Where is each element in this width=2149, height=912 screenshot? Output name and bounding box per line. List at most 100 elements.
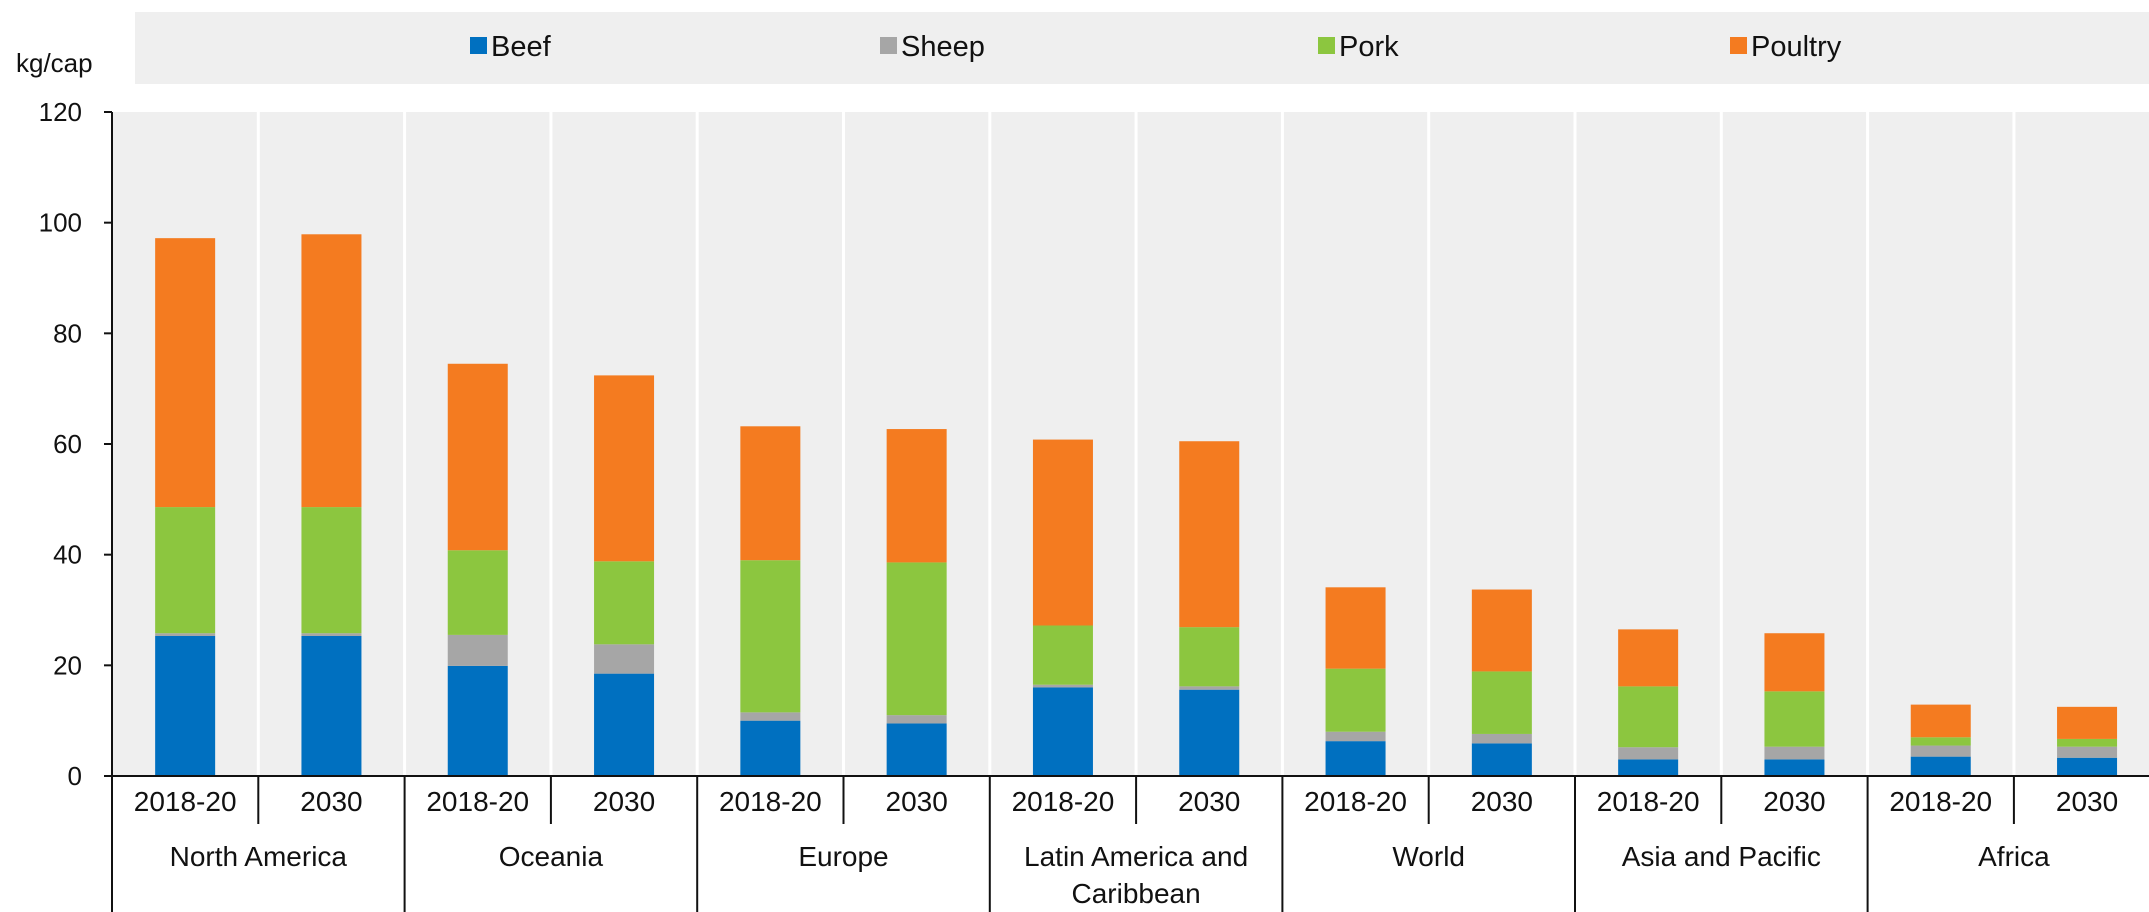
x-category-label: 2018-20 <box>1304 786 1407 817</box>
legend-label-sheep: Sheep <box>901 31 985 63</box>
y-tick-label: 80 <box>53 318 82 348</box>
x-group-label: Latin America and Caribbean <box>1024 841 1248 909</box>
x-category-label: 2030 <box>300 786 362 817</box>
bar-pork-north-america-2030 <box>301 507 362 634</box>
bar-sheep-europe-2018-20 <box>740 712 801 721</box>
bar-poultry-oceania-2030 <box>594 375 655 562</box>
bar-poultry-asia-and-pacific-2030 <box>1764 633 1825 692</box>
x-category-label: 2018-20 <box>134 786 237 817</box>
bar-pork-africa-2030 <box>2057 738 2118 747</box>
x-category-label: 2030 <box>2056 786 2118 817</box>
x-group-label: Oceania <box>499 841 604 872</box>
bar-poultry-oceania-2018-20 <box>447 363 508 551</box>
bar-poultry-europe-2030 <box>886 429 947 563</box>
legend-swatch-pork <box>1318 37 1335 54</box>
axes <box>111 112 2149 912</box>
y-tick-label: 40 <box>53 540 82 570</box>
bar-beef-latin-america-and-caribbean-2018-20 <box>1032 687 1093 776</box>
bar-sheep-africa-2018-20 <box>1910 745 1971 757</box>
bar-beef-asia-and-pacific-2030 <box>1764 759 1825 776</box>
x-category-label: 2030 <box>1763 786 1825 817</box>
x-group-label: World <box>1392 841 1465 872</box>
x-category-label: 2030 <box>1471 786 1533 817</box>
bar-beef-africa-2030 <box>2057 757 2118 776</box>
bar-sheep-latin-america-and-caribbean-2018-20 <box>1032 684 1093 688</box>
bar-beef-world-2018-20 <box>1325 741 1386 776</box>
y-ticks: 0 20 40 60 80 100 120 <box>39 97 112 791</box>
bar-pork-europe-2030 <box>886 562 947 716</box>
bar-beef-europe-2030 <box>886 723 947 776</box>
x-category-label: 2018-20 <box>1012 786 1115 817</box>
legend-label-beef: Beef <box>491 31 552 63</box>
bar-pork-world-2018-20 <box>1325 668 1386 732</box>
x-category-label: 2030 <box>886 786 948 817</box>
bar-beef-world-2030 <box>1471 743 1532 776</box>
group-separators <box>256 112 2016 912</box>
bar-sheep-north-america-2030 <box>301 633 362 637</box>
bar-pork-europe-2018-20 <box>740 560 801 713</box>
bar-beef-asia-and-pacific-2018-20 <box>1618 759 1679 776</box>
bar-sheep-oceania-2030 <box>594 644 655 674</box>
bar-sheep-world-2018-20 <box>1325 731 1386 742</box>
x-category-label: 2030 <box>1178 786 1240 817</box>
bar-beef-latin-america-and-caribbean-2030 <box>1179 689 1240 776</box>
bar-pork-asia-and-pacific-2030 <box>1764 691 1825 747</box>
bar-sheep-world-2030 <box>1471 733 1532 744</box>
bar-pork-north-america-2018-20 <box>155 507 216 634</box>
bar-beef-oceania-2018-20 <box>447 665 508 776</box>
bar-beef-north-america-2030 <box>301 636 362 776</box>
y-tick-label: 0 <box>68 761 82 791</box>
bar-beef-north-america-2018-20 <box>155 636 216 776</box>
bar-beef-africa-2018-20 <box>1910 756 1971 776</box>
bar-pork-latin-america-and-caribbean-2018-20 <box>1032 625 1093 685</box>
bar-poultry-africa-2018-20 <box>1910 704 1971 738</box>
legend-swatch-sheep <box>880 37 897 54</box>
x-category-label: 2030 <box>593 786 655 817</box>
legend-swatch-beef <box>470 37 487 54</box>
legend-background <box>135 12 2149 84</box>
bar-poultry-north-america-2018-20 <box>155 238 216 508</box>
bar-sheep-africa-2030 <box>2057 746 2118 758</box>
x-category-label: 2018-20 <box>1597 786 1700 817</box>
y-tick-label: 100 <box>39 208 82 238</box>
bar-sheep-asia-and-pacific-2030 <box>1764 746 1825 760</box>
bar-sheep-europe-2030 <box>886 715 947 724</box>
x-labels: 2018-20 2030 2018-20 2030 2018-20 2030 2018-20… <box>134 786 2118 909</box>
x-group-label: Europe <box>798 841 888 872</box>
bar-poultry-asia-and-pacific-2018-20 <box>1618 629 1679 687</box>
bar-poultry-north-america-2030 <box>301 234 362 508</box>
bar-pork-world-2030 <box>1471 671 1532 734</box>
bars <box>155 234 2118 776</box>
bar-beef-europe-2018-20 <box>740 720 801 776</box>
x-category-label: 2018-20 <box>426 786 529 817</box>
legend-label-pork: Pork <box>1339 31 1399 63</box>
bar-poultry-africa-2030 <box>2057 706 2118 739</box>
bar-poultry-latin-america-and-caribbean-2030 <box>1179 441 1240 628</box>
x-group-label: Asia and Pacific <box>1622 841 1821 872</box>
bar-sheep-asia-and-pacific-2018-20 <box>1618 747 1679 760</box>
bar-poultry-latin-america-and-caribbean-2018-20 <box>1032 439 1093 626</box>
x-group-label: Africa <box>1978 841 2050 872</box>
bar-beef-oceania-2030 <box>594 673 655 776</box>
y-tick-label: 20 <box>53 650 82 680</box>
bar-pork-oceania-2030 <box>594 561 655 645</box>
bar-poultry-europe-2018-20 <box>740 426 801 561</box>
y-tick-label: 120 <box>39 97 82 127</box>
plot-area <box>112 112 2149 776</box>
bar-pork-oceania-2018-20 <box>447 550 508 635</box>
y-tick-label: 60 <box>53 429 82 459</box>
legend: Beef Sheep Pork Poultry <box>470 31 1842 63</box>
bar-sheep-oceania-2018-20 <box>447 634 508 666</box>
x-group-label: North America <box>170 841 348 872</box>
bar-sheep-north-america-2018-20 <box>155 633 216 637</box>
bar-poultry-world-2030 <box>1471 589 1532 672</box>
y-axis-unit-label: kg/cap <box>16 48 93 78</box>
bar-pork-latin-america-and-caribbean-2030 <box>1179 627 1240 687</box>
bar-pork-africa-2018-20 <box>1910 737 1971 746</box>
legend-swatch-poultry <box>1730 37 1747 54</box>
x-category-label: 2018-20 <box>719 786 822 817</box>
x-category-label: 2018-20 <box>1889 786 1992 817</box>
bar-sheep-latin-america-and-caribbean-2030 <box>1179 686 1240 690</box>
bar-pork-asia-and-pacific-2018-20 <box>1618 686 1679 748</box>
